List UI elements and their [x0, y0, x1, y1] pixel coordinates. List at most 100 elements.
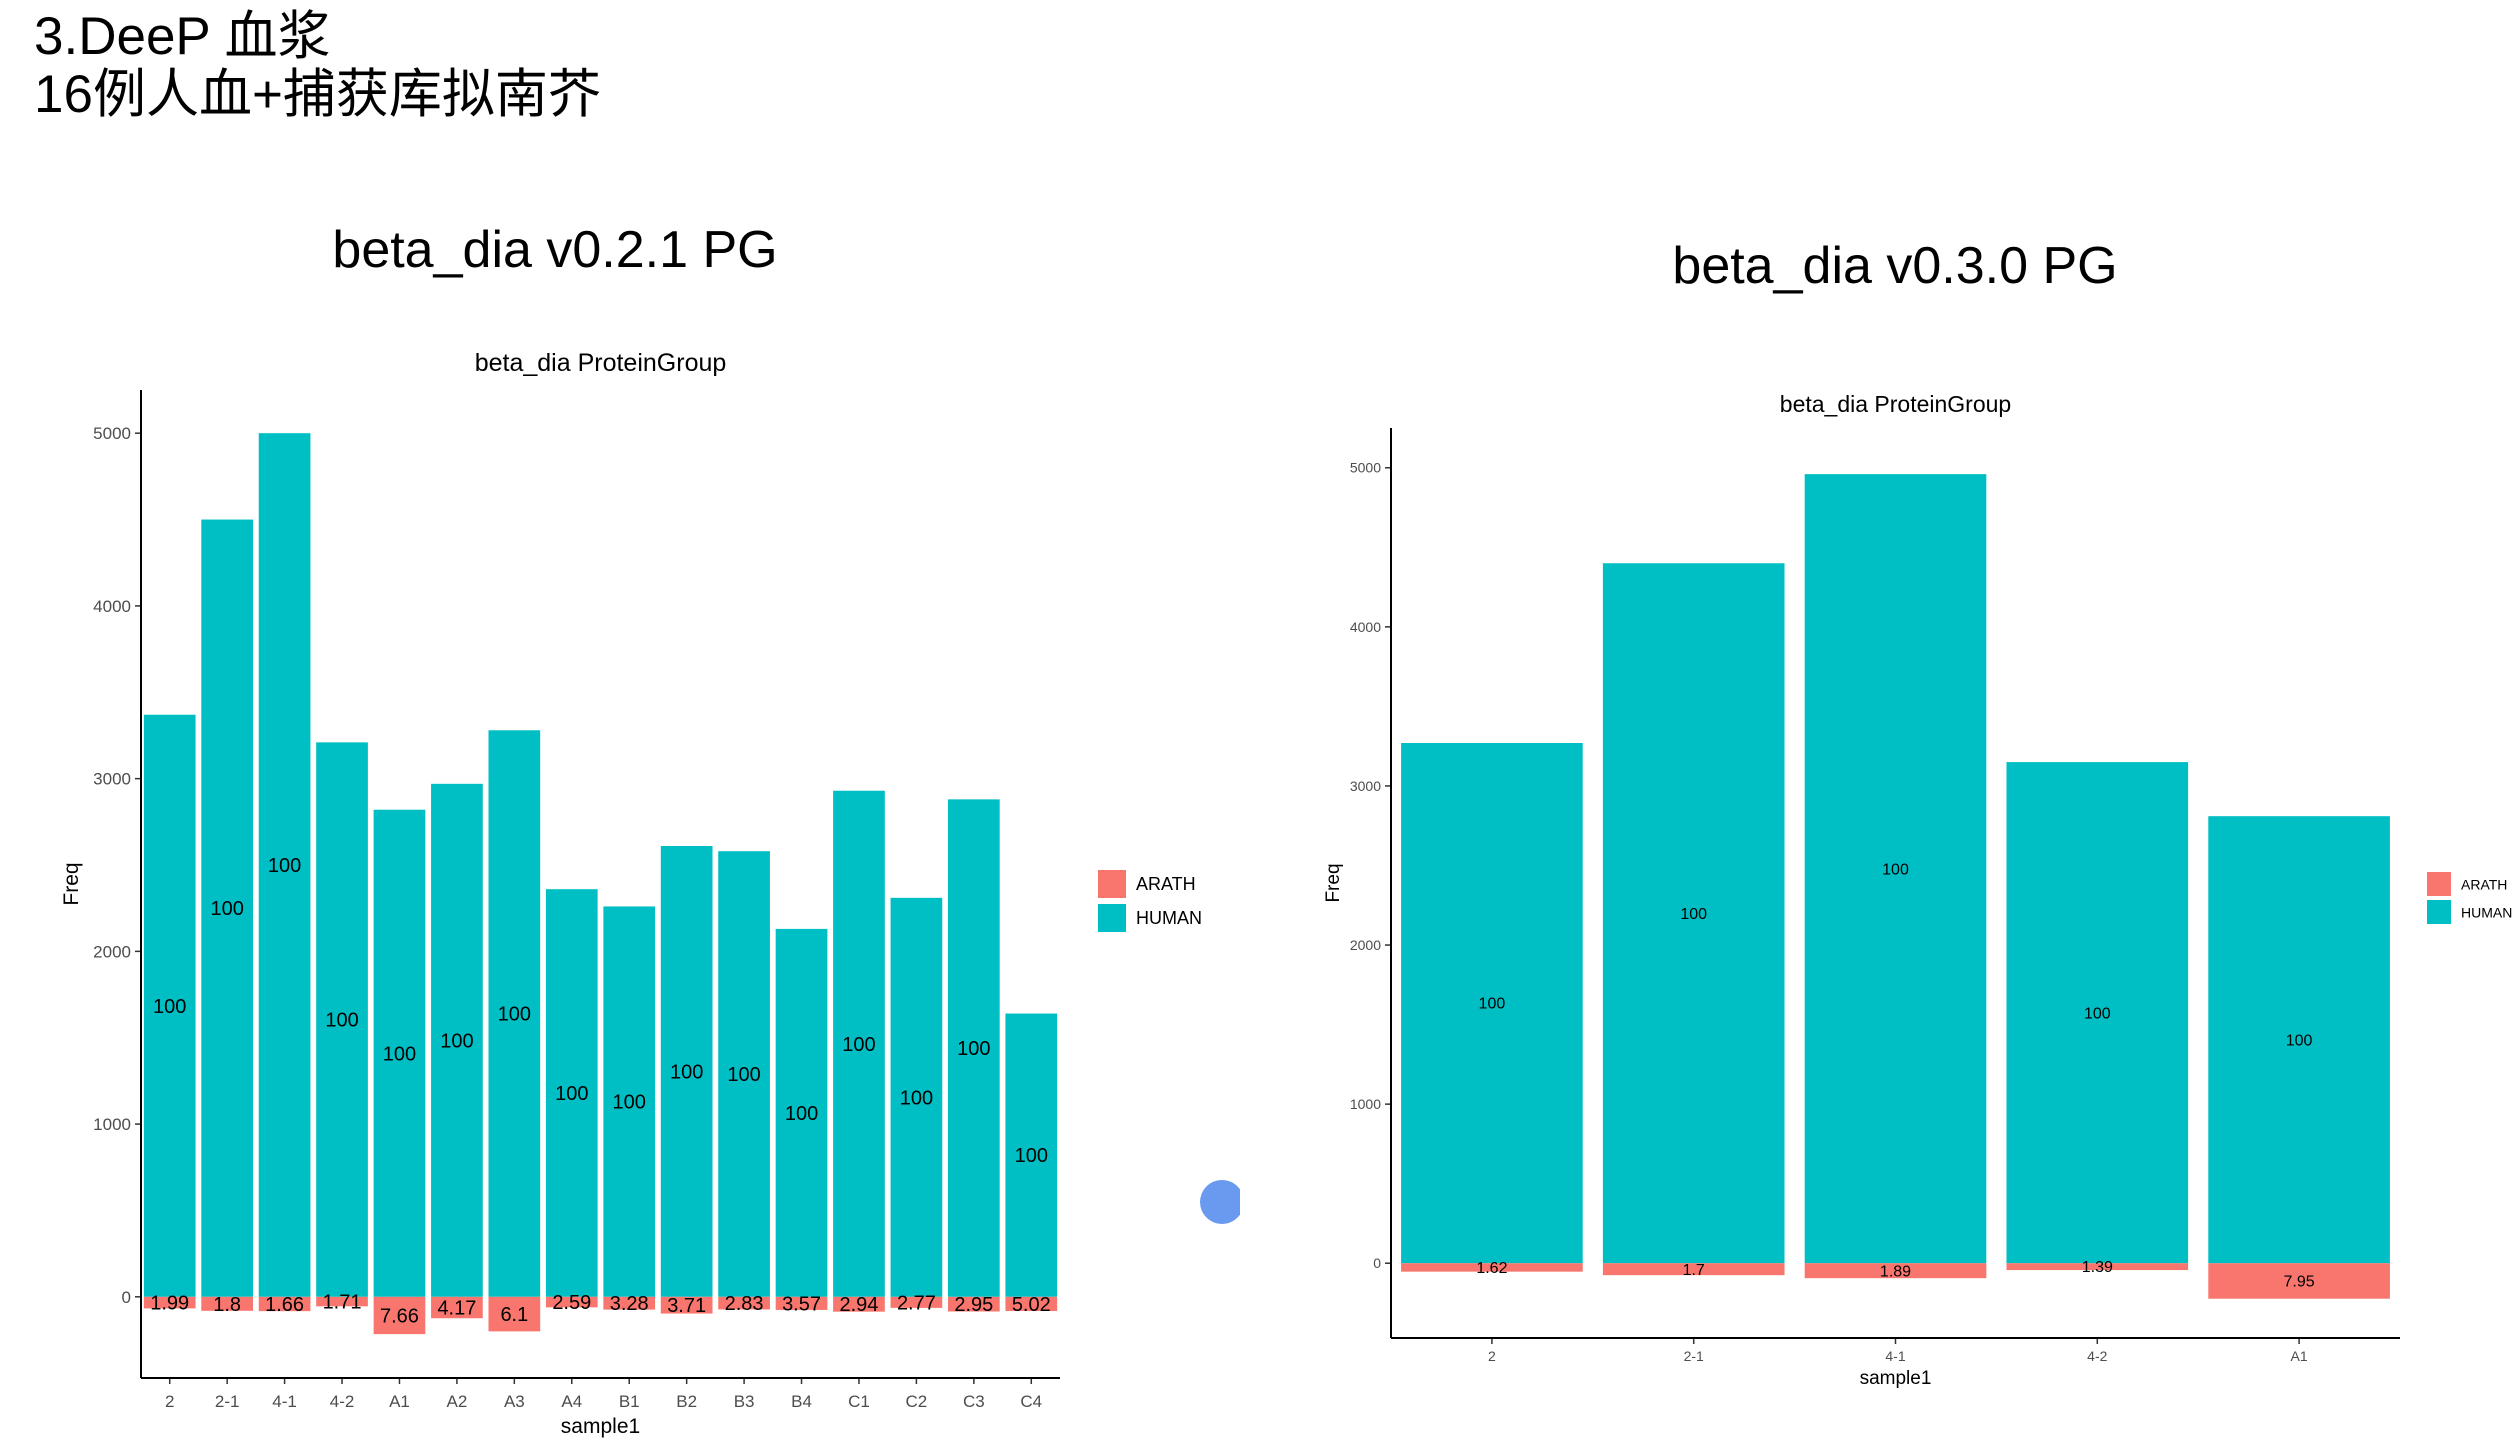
bar-arath: [431, 1296, 483, 1319]
x-tick-label: A4: [561, 1392, 582, 1411]
bar-arath: [488, 1296, 541, 1332]
bar-arath: [1005, 1296, 1058, 1311]
data-label-human: 100: [555, 1083, 588, 1105]
bar-arath: [143, 1296, 196, 1309]
x-axis-label: sample1: [561, 1415, 640, 1438]
x-tick-label: 2: [1488, 1348, 1496, 1364]
data-label-arath: 1.8: [213, 1294, 241, 1316]
x-tick-label: 2-1: [1684, 1348, 1704, 1364]
data-label-human: 100: [900, 1087, 933, 1109]
x-tick-label: B4: [791, 1392, 812, 1411]
y-tick-label: 1000: [1350, 1096, 1381, 1112]
data-label-human: 100: [1479, 996, 1506, 1013]
y-tick-label: 5000: [1350, 460, 1381, 476]
x-tick-label: C3: [963, 1392, 985, 1411]
data-label-human: 100: [1680, 906, 1707, 923]
x-tick-label: 4-2: [330, 1392, 355, 1411]
bar-human: [258, 433, 311, 1297]
x-tick-label: C2: [906, 1392, 928, 1411]
data-label-arath: 2.94: [840, 1294, 879, 1316]
y-axis-label: Freq: [60, 862, 83, 905]
bar-arath: [890, 1296, 943, 1308]
data-label-arath: 1.39: [2082, 1259, 2113, 1276]
legend-label-human: HUMAN: [1136, 908, 1202, 928]
bar-human: [488, 730, 541, 1297]
x-tick-label: B2: [676, 1392, 697, 1411]
chart-v021: beta_dia ProteinGroup 0 1000 2000 3000 4000 50…: [60, 349, 1202, 1438]
data-label-arath: 7.66: [380, 1305, 419, 1327]
data-label-human: 100: [842, 1034, 875, 1056]
legend-swatch-arath: [2427, 872, 2451, 896]
legend-label-arath: ARATH: [1136, 874, 1196, 894]
data-label-human: 100: [670, 1061, 703, 1083]
data-label-human: 100: [613, 1092, 646, 1114]
bar-human: [2208, 816, 2390, 1264]
data-label-human: 100: [440, 1030, 473, 1052]
data-label-human: 100: [210, 898, 243, 920]
bar-arath: [201, 1296, 254, 1311]
x-tick-label: A3: [504, 1392, 525, 1411]
data-label-arath: 2.59: [552, 1292, 591, 1314]
x-tick-label: 2: [165, 1392, 174, 1411]
y-tick-label: 2000: [93, 942, 131, 961]
bar-arath: [545, 1296, 598, 1308]
slide-title-line2: 16例人血+捕获库拟南芥: [34, 65, 601, 124]
data-label-human: 100: [1882, 861, 1909, 878]
bar-arath: [258, 1296, 311, 1312]
data-label-human: 100: [2084, 1005, 2111, 1022]
legend-label-arath: ARATH: [2461, 876, 2507, 892]
x-tick-label: C4: [1020, 1392, 1042, 1411]
x-tick-label: B3: [734, 1392, 755, 1411]
bar-arath: [1804, 1263, 1987, 1279]
bar-human: [1804, 474, 1987, 1264]
x-tick-label: 4-1: [272, 1392, 297, 1411]
bar-arath: [316, 1296, 368, 1307]
legend-swatch-human: [2427, 900, 2451, 924]
data-label-arath: 5.02: [1012, 1294, 1051, 1316]
bar-human: [1401, 743, 1583, 1264]
bar-human: [2006, 762, 2189, 1264]
x-tick-label: A1: [2291, 1348, 2308, 1364]
chart-v030: beta_dia ProteinGroup 0 1000 2000 3000 4000 50…: [1323, 391, 2512, 1389]
bar-human: [316, 742, 368, 1297]
data-label-human: 100: [957, 1038, 990, 1060]
legend-label-human: HUMAN: [2461, 904, 2512, 920]
x-axis-label: sample1: [1860, 1368, 1932, 1389]
bar-arath: [833, 1296, 885, 1312]
data-label-arath: 3.57: [782, 1293, 821, 1315]
chart-title: beta_dia ProteinGroup: [1780, 391, 2011, 417]
bar-human: [833, 790, 885, 1297]
y-tick-label: 3000: [1350, 778, 1381, 794]
y-tick-label: 4000: [93, 597, 131, 616]
bar-arath: [775, 1296, 828, 1310]
data-label-arath: 3.71: [667, 1295, 706, 1317]
chart-heading-v030: beta_dia v0.3.0 PG: [1672, 237, 2118, 295]
bar-human: [603, 906, 656, 1297]
bar-arath: [718, 1296, 770, 1310]
bar-human: [660, 846, 713, 1297]
data-label-arath: 2.95: [954, 1294, 993, 1316]
data-label-arath: 4.17: [437, 1298, 476, 1320]
data-label-arath: 3.28: [610, 1293, 649, 1315]
bar-arath: [660, 1296, 713, 1314]
y-tick-label: 4000: [1350, 619, 1381, 635]
data-label-human: 100: [498, 1004, 531, 1026]
bar-arath: [603, 1296, 656, 1310]
data-label-human: 100: [325, 1010, 358, 1032]
bar-human: [1005, 1013, 1058, 1297]
bar-human: [373, 809, 426, 1297]
bar-human: [775, 928, 828, 1297]
chart-title: beta_dia ProteinGroup: [475, 349, 727, 377]
slide-title: 3.DeeP 血浆 16例人血+捕获库拟南芥: [34, 8, 601, 124]
data-label-arath: 1.89: [1880, 1263, 1911, 1280]
data-label-arath: 6.1: [500, 1304, 528, 1326]
y-tick-label: 5000: [93, 424, 131, 443]
bar-arath: [947, 1296, 1000, 1312]
y-axis-label: Freq: [1323, 863, 1344, 902]
bar-human: [1602, 563, 1785, 1264]
bar-human: [718, 851, 770, 1297]
x-tick-label: A2: [447, 1392, 468, 1411]
x-tick-label: 2-1: [215, 1392, 240, 1411]
y-tick-label: 2000: [1350, 937, 1381, 953]
data-label-arath: 2.77: [897, 1292, 936, 1314]
